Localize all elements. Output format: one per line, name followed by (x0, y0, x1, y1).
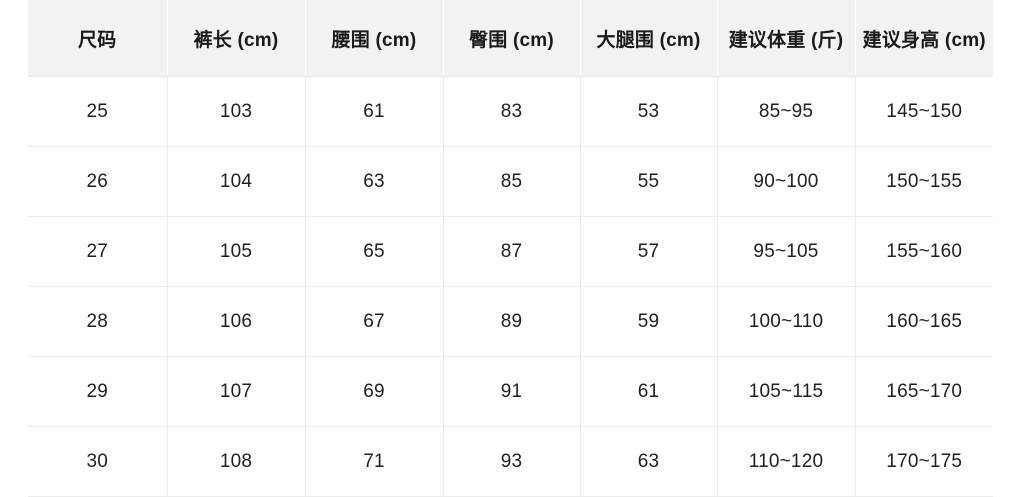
cell-weight: 85~95 (717, 76, 856, 147)
cell-hip: 89 (443, 286, 581, 357)
table-header: 尺码 裤长 (cm) 腰围 (cm) 臀围 (cm) 大腿围 (cm) 建议体重… (28, 0, 993, 77)
cell-height: 155~160 (855, 216, 993, 287)
size-chart-table: 尺码 裤长 (cm) 腰围 (cm) 臀围 (cm) 大腿围 (cm) 建议体重… (28, 0, 993, 497)
cell-weight: 90~100 (717, 146, 856, 217)
column-header-height: 建议身高 (cm) (855, 0, 993, 77)
cell-length: 108 (167, 426, 306, 497)
cell-length: 104 (167, 146, 306, 217)
cell-waist: 67 (305, 286, 444, 357)
cell-size: 30 (28, 426, 168, 497)
cell-size: 26 (28, 146, 168, 217)
cell-height: 150~155 (855, 146, 993, 217)
column-header-hip: 臀围 (cm) (443, 0, 581, 77)
column-header-weight: 建议体重 (斤) (717, 0, 856, 77)
cell-thigh: 57 (580, 216, 718, 287)
cell-height: 160~165 (855, 286, 993, 357)
cell-waist: 63 (305, 146, 444, 217)
table-row: 30 108 71 93 63 110~120 170~175 (28, 426, 993, 497)
cell-length: 103 (167, 76, 306, 147)
cell-thigh: 55 (580, 146, 718, 217)
cell-weight: 110~120 (717, 426, 856, 497)
cell-weight: 105~115 (717, 356, 856, 427)
column-header-size: 尺码 (28, 0, 168, 77)
cell-weight: 95~105 (717, 216, 856, 287)
cell-waist: 65 (305, 216, 444, 287)
cell-waist: 69 (305, 356, 444, 427)
column-header-waist: 腰围 (cm) (305, 0, 444, 77)
cell-thigh: 53 (580, 76, 718, 147)
cell-size: 25 (28, 76, 168, 147)
cell-size: 29 (28, 356, 168, 427)
cell-length: 106 (167, 286, 306, 357)
column-header-length: 裤长 (cm) (167, 0, 306, 77)
cell-thigh: 61 (580, 356, 718, 427)
cell-height: 145~150 (855, 76, 993, 147)
cell-size: 28 (28, 286, 168, 357)
cell-size: 27 (28, 216, 168, 287)
cell-weight: 100~110 (717, 286, 856, 357)
cell-waist: 61 (305, 76, 444, 147)
cell-length: 105 (167, 216, 306, 287)
table-row: 27 105 65 87 57 95~105 155~160 (28, 216, 993, 287)
cell-hip: 91 (443, 356, 581, 427)
cell-hip: 87 (443, 216, 581, 287)
cell-length: 107 (167, 356, 306, 427)
table-row: 29 107 69 91 61 105~115 165~170 (28, 356, 993, 427)
cell-hip: 85 (443, 146, 581, 217)
header-row: 尺码 裤长 (cm) 腰围 (cm) 臀围 (cm) 大腿围 (cm) 建议体重… (28, 0, 993, 77)
table-row: 25 103 61 83 53 85~95 145~150 (28, 76, 993, 147)
column-header-thigh: 大腿围 (cm) (580, 0, 718, 77)
cell-thigh: 63 (580, 426, 718, 497)
table-row: 26 104 63 85 55 90~100 150~155 (28, 146, 993, 217)
table-row: 28 106 67 89 59 100~110 160~165 (28, 286, 993, 357)
cell-hip: 83 (443, 76, 581, 147)
cell-waist: 71 (305, 426, 444, 497)
cell-thigh: 59 (580, 286, 718, 357)
cell-height: 170~175 (855, 426, 993, 497)
table-body: 25 103 61 83 53 85~95 145~150 26 104 63 … (28, 76, 993, 497)
cell-hip: 93 (443, 426, 581, 497)
cell-height: 165~170 (855, 356, 993, 427)
